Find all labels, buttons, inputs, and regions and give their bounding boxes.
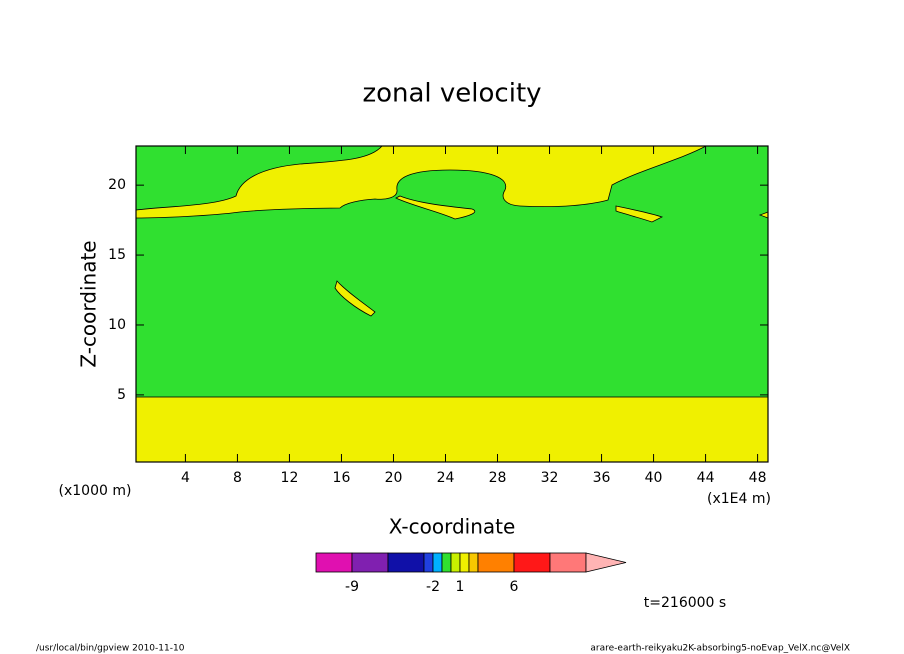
y-axis-label: Z-coordinate: [77, 240, 101, 367]
y-tick-label: 20: [108, 177, 126, 193]
contour-field: [135, 145, 769, 463]
time-note: t=216000 s: [644, 595, 726, 611]
x-tick-label: 4: [181, 470, 190, 486]
x-tick-label: 16: [333, 470, 351, 486]
colorbar-segment: [351, 552, 389, 573]
colorbar-tick-label: -9: [345, 579, 359, 595]
colorbar-segment: [477, 552, 515, 573]
colorbar-extension: [585, 552, 627, 573]
colorbar-segment: [549, 552, 587, 573]
y-tick-label: 10: [108, 317, 126, 333]
colorbar-segment: [432, 552, 443, 573]
field-region: [334, 280, 376, 317]
field-region: [135, 396, 769, 463]
chart-title: zonal velocity: [362, 79, 541, 109]
colorbar-segment: [441, 552, 452, 573]
footer-left: /usr/local/bin/gpview 2010-11-10: [36, 644, 185, 654]
colorbar-segment: [387, 552, 425, 573]
x-tick-label: 20: [385, 470, 403, 486]
x-tick-label: 32: [541, 470, 559, 486]
footer-right: arare-earth-reikyaku2K-absorbing5-noEvap…: [590, 644, 850, 654]
colorbar-tick-label: 6: [510, 579, 519, 595]
field-region: [135, 145, 707, 219]
colorbar-tick-label: -2: [426, 579, 440, 595]
x-tick-label: 44: [697, 470, 715, 486]
x-tick-label: 28: [489, 470, 507, 486]
x-tick-label: 12: [281, 470, 299, 486]
field-region: [395, 195, 476, 220]
colorbar-segment: [468, 552, 479, 573]
colorbar-segment: [315, 552, 353, 573]
colorbar-tick-label: 1: [456, 579, 465, 595]
x-tick-label: 8: [233, 470, 242, 486]
field-region: [615, 205, 664, 223]
x-tick-label: 40: [645, 470, 663, 486]
y-tick-label: 5: [117, 387, 126, 403]
y-tick-label: 15: [108, 247, 126, 263]
colorbar-segment: [513, 552, 551, 573]
x-tick-label: 48: [749, 470, 767, 486]
colorbar-segment: [450, 552, 461, 573]
x-tick-label: 36: [593, 470, 611, 486]
x-axis-label: X-coordinate: [389, 515, 516, 539]
plot-frame: [135, 145, 769, 463]
x-tick-label: 24: [437, 470, 455, 486]
x-unit-note: (x1000 m): [59, 483, 132, 499]
x-scale-note: (x1E4 m): [707, 491, 771, 507]
colorbar-segment: [423, 552, 434, 573]
colorbar-segment: [459, 552, 470, 573]
